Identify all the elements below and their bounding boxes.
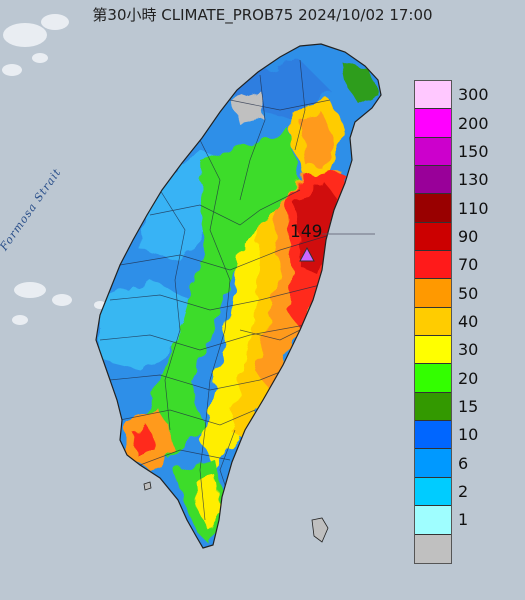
legend-label: 50 (458, 283, 479, 303)
legend-label: 150 (458, 141, 489, 161)
legend-label: 130 (458, 170, 489, 190)
legend-label: 10 (458, 425, 479, 445)
legend-label: 110 (458, 198, 489, 218)
legend-swatch (415, 364, 451, 393)
legend-swatch (415, 392, 451, 422)
legend-label: 200 (458, 113, 489, 133)
legend-label: 70 (458, 255, 479, 275)
legend-swatch (415, 421, 451, 450)
map-title: 第30小時 CLIMATE_PROB75 2024/10/02 17:00 (92, 6, 433, 24)
legend-swatch (415, 307, 451, 337)
legend-label: 6 (458, 453, 469, 473)
rainfall-field (96, 44, 381, 548)
legend-label: 20 (458, 368, 479, 388)
legend-swatch (415, 279, 451, 308)
max-rainfall-value: 149 (290, 222, 323, 242)
max-rainfall-marker-icon (299, 246, 315, 262)
legend-label: 15 (458, 397, 479, 417)
legend-label: 300 (458, 85, 489, 105)
legend-label: 40 (458, 311, 479, 331)
legend-swatch (415, 109, 451, 138)
offshore-islands (143, 481, 329, 543)
legend-swatch (415, 506, 451, 535)
legend-swatch (415, 336, 451, 365)
legend-swatch (415, 166, 451, 195)
legend-swatch (415, 222, 451, 252)
legend-label: 2 (458, 482, 469, 502)
legend-label: 1 (458, 510, 469, 530)
legend-swatch (415, 194, 451, 223)
legend-swatch (415, 81, 451, 110)
legend-swatch (415, 534, 451, 563)
legend-swatch (415, 251, 451, 280)
coastline (95, 43, 382, 549)
color-legend (414, 80, 452, 564)
legend-label: 90 (458, 226, 479, 246)
legend-label: 30 (458, 340, 479, 360)
cloud-speckles (2, 14, 106, 325)
legend-swatch (415, 137, 451, 167)
legend-swatch (415, 449, 451, 478)
legend-swatch (415, 477, 451, 507)
